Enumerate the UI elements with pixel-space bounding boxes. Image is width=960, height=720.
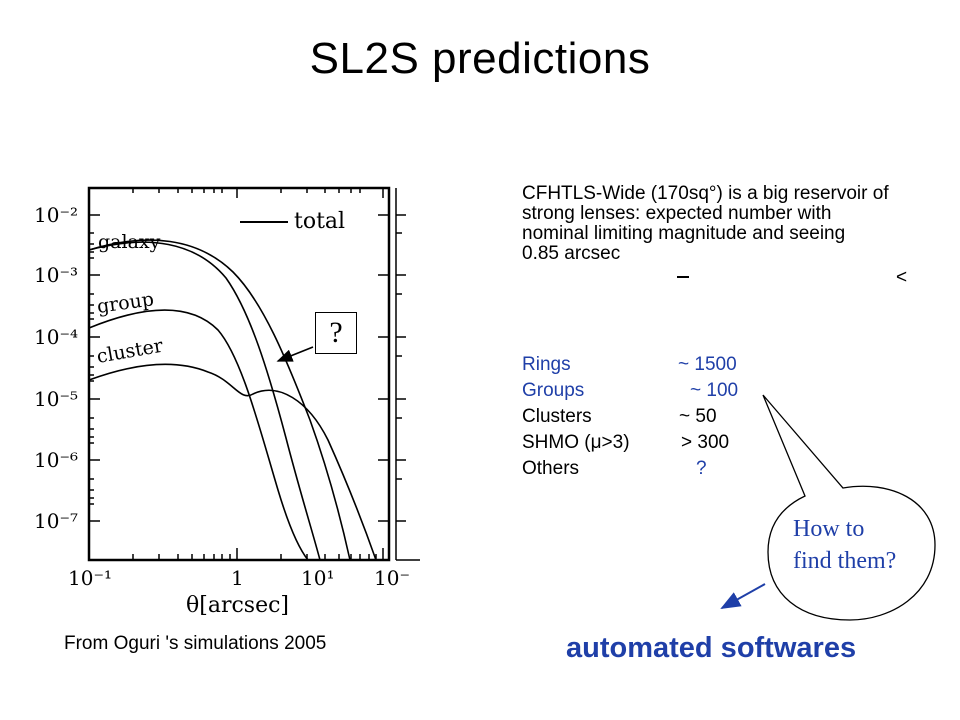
prediction-name: Others bbox=[522, 458, 580, 479]
question-arrow bbox=[276, 346, 314, 362]
prediction-value: ~ 1500 bbox=[678, 354, 737, 375]
automated-softwares-text: automated softwares bbox=[566, 632, 857, 664]
question-box: ? bbox=[315, 312, 357, 354]
callout-line: find them? bbox=[793, 548, 897, 574]
description-text: CFHTLS-Wide (170sq°) is a big reservoir … bbox=[522, 183, 889, 244]
y-tick-label: 10⁻⁴ bbox=[34, 325, 78, 349]
strike-mark bbox=[677, 276, 689, 278]
y-tick-label: 10⁻⁵ bbox=[34, 387, 78, 411]
legend-total-label: total bbox=[294, 209, 345, 234]
galaxy-curve bbox=[88, 241, 321, 561]
callout-text: How to find them? bbox=[793, 513, 896, 577]
callout-line: How to bbox=[793, 516, 865, 542]
prediction-value: ~ 100 bbox=[690, 380, 739, 401]
y-tick-label: 10⁻³ bbox=[34, 263, 78, 287]
prediction-value: ~ 50 bbox=[679, 406, 717, 427]
less-than-symbol: < bbox=[896, 267, 908, 288]
cluster-curve bbox=[88, 363, 377, 561]
y-tick-label: 10⁻⁷ bbox=[34, 509, 78, 533]
prediction-name: Clusters bbox=[522, 406, 592, 427]
prediction-name: SHMO (μ>3) bbox=[522, 432, 630, 453]
lensing-probability-plot: total galaxy group cluster 10⁻² 10⁻³ 10⁻… bbox=[28, 180, 420, 620]
prediction-name: Rings bbox=[522, 354, 571, 375]
slide-title: SL2S predictions bbox=[309, 34, 651, 83]
galaxy-label: galaxy bbox=[98, 231, 161, 253]
group-curve bbox=[88, 309, 309, 561]
automated-arrow bbox=[720, 583, 766, 609]
prediction-value: ? bbox=[696, 458, 707, 479]
total-curve bbox=[88, 239, 351, 561]
y-tick-label: 10⁻² bbox=[34, 203, 78, 227]
description-end: 0.85 arcsec bbox=[522, 243, 621, 264]
prediction-value: > 300 bbox=[681, 432, 730, 453]
x-tick-label: 10¹ bbox=[301, 566, 334, 590]
figure-caption: From Oguri 's simulations 2005 bbox=[64, 633, 327, 654]
callout-bubble bbox=[762, 394, 936, 621]
x-tick-label: 10⁻ bbox=[374, 566, 410, 590]
prediction-name: Groups bbox=[522, 380, 585, 401]
y-tick-label: 10⁻⁶ bbox=[34, 448, 78, 472]
x-axis-label: θ[arcsec] bbox=[186, 593, 289, 618]
description-block: CFHTLS-Wide (170sq°) is a big reservoir … bbox=[522, 183, 912, 288]
x-tick-label: 1 bbox=[231, 566, 244, 590]
x-tick-label: 10⁻¹ bbox=[68, 566, 112, 590]
